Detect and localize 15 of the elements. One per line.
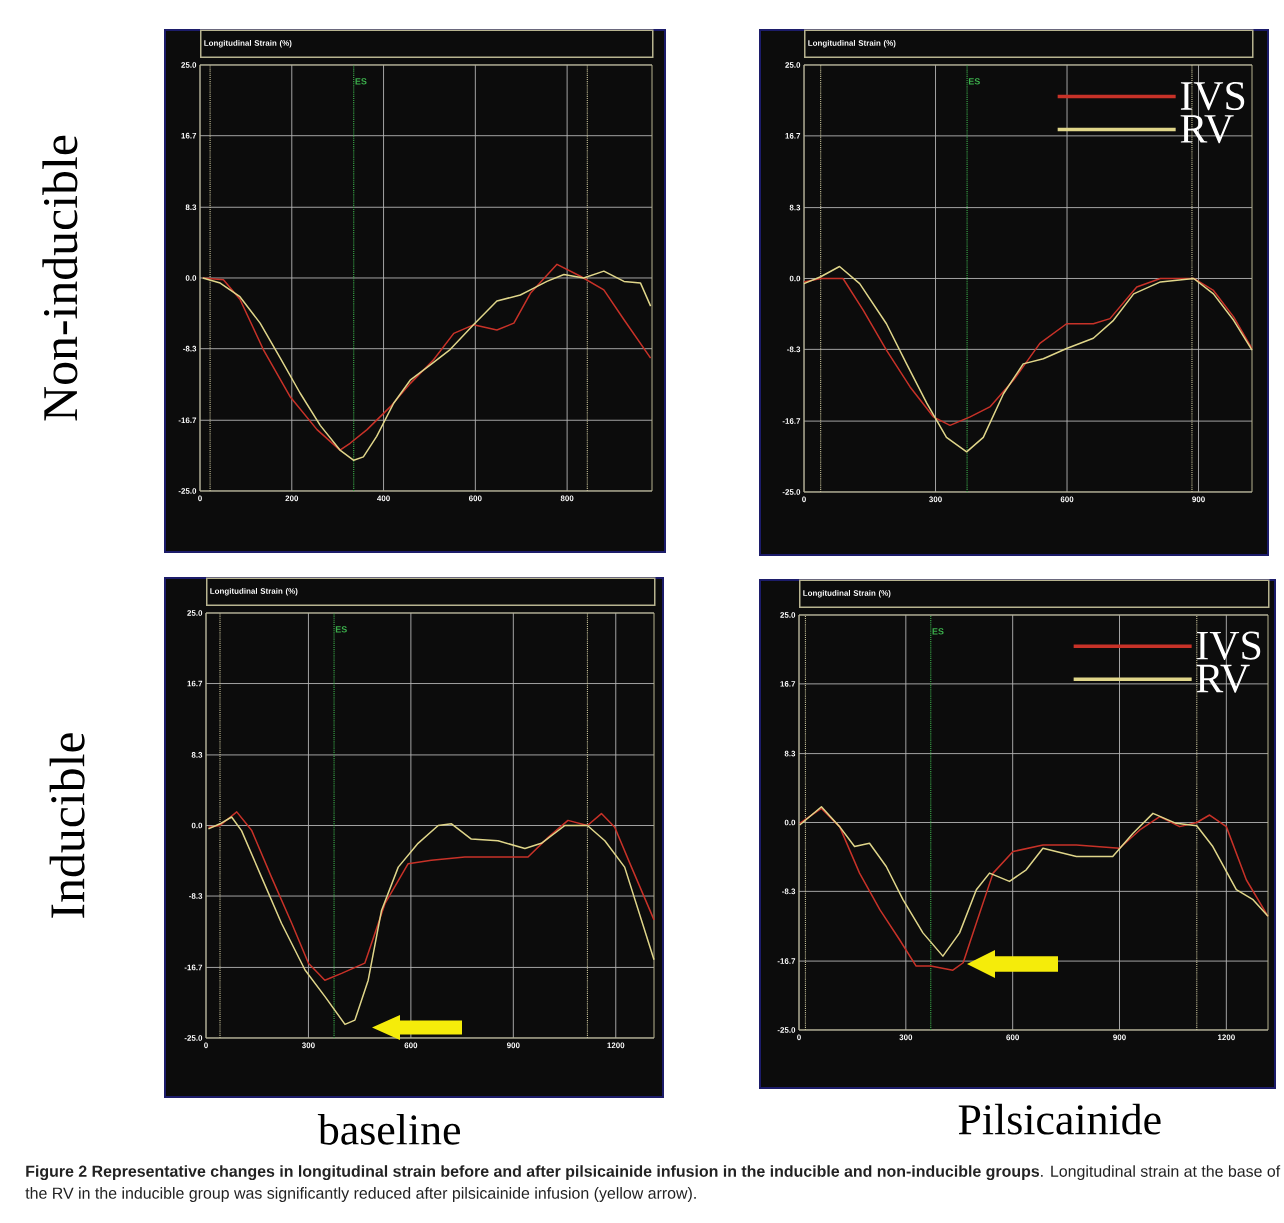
line-series [207, 816, 655, 1026]
ref-line-label: ES [932, 628, 944, 635]
legend-label: IVS [1196, 631, 1261, 660]
ref-line-label: ES [355, 78, 367, 85]
line-series [803, 277, 1253, 427]
ref-line-label: ES [968, 78, 980, 85]
y-axis-title: Inducible [49, 733, 85, 918]
line-series [803, 265, 1253, 453]
x-axis-title: Pilsicainide [958, 1103, 1161, 1135]
text: Figure 2 Representative changes in longitudinal strain before and after pilsicainide infusion in the inducible and non-inducible groups. Longitudinal strain at the base of the RV in the inducible group was significantly reduced after pilsicainide infusion (yellow arrow). [25, 1165, 1281, 1202]
x-axis-title: baseline [317, 1113, 460, 1145]
y-axis-title: Non-inducible [42, 135, 78, 421]
ref-line-label: ES [335, 626, 347, 633]
legend-label: RV [1196, 664, 1250, 693]
line-series [207, 811, 655, 981]
